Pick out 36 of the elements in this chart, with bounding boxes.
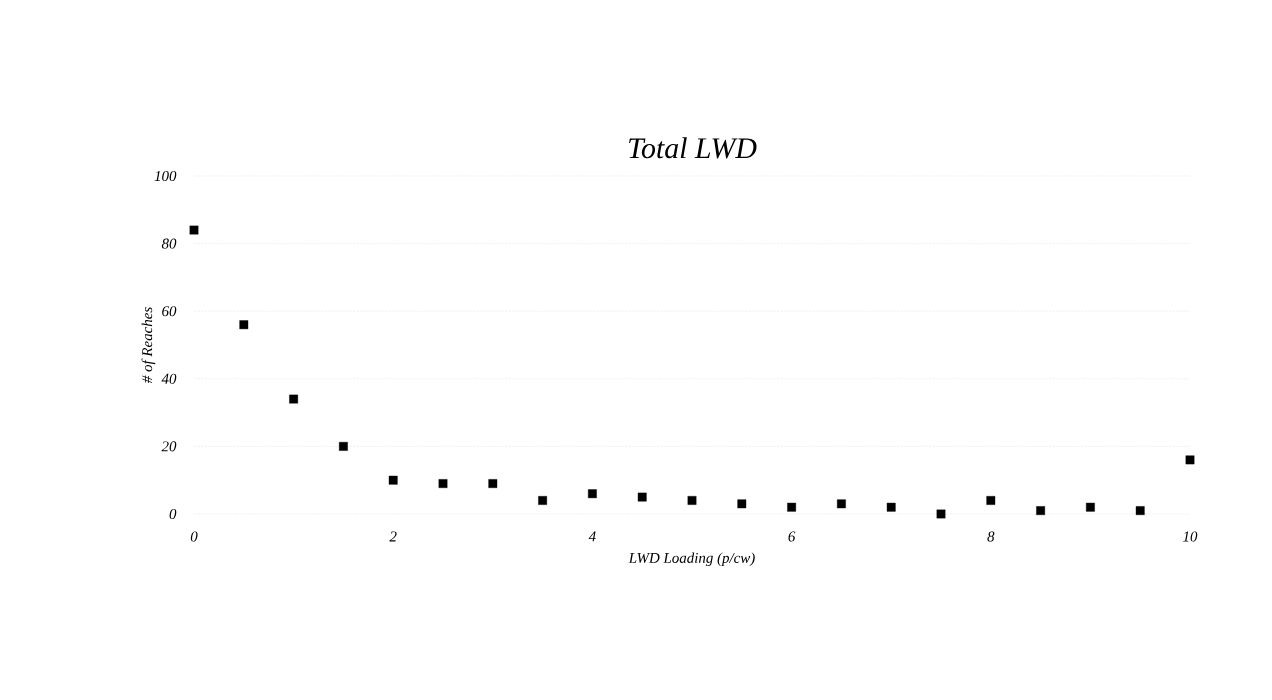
- y-tick-label: 80: [161, 238, 177, 249]
- point: [637, 492, 647, 502]
- x-tick-label: 0: [190, 531, 198, 542]
- y-tick-label: 60: [162, 306, 177, 317]
- point: [837, 499, 846, 509]
- y-tick-label: 40: [161, 373, 177, 384]
- y-tick-label: 20: [161, 441, 177, 452]
- x-axis-title: LWD Loading (p/cw): [628, 552, 755, 566]
- x-tick-label: 8: [987, 531, 995, 542]
- y-tick-label: 100: [154, 170, 177, 182]
- point: [1185, 455, 1195, 465]
- chart-title: Total LWD: [629, 137, 757, 159]
- point: [189, 225, 199, 235]
- x-tick-label: 6: [788, 531, 796, 542]
- point: [538, 496, 547, 505]
- point: [986, 496, 996, 505]
- x-tick-label: 10: [1183, 531, 1198, 542]
- x-tick-label: 4: [588, 531, 596, 542]
- point: [388, 475, 398, 485]
- point: [787, 502, 796, 512]
- point: [438, 479, 448, 488]
- y-tick-label: 0: [169, 508, 177, 520]
- x-tick-label: 2: [389, 531, 397, 542]
- point: [886, 502, 896, 512]
- point: [1135, 506, 1145, 515]
- point: [1086, 502, 1095, 512]
- point: [488, 479, 498, 488]
- point: [936, 509, 946, 519]
- point: [339, 442, 348, 451]
- point: [687, 496, 697, 505]
- point: [1036, 506, 1045, 515]
- point: [588, 489, 597, 499]
- y-axis-title: # of Reaches: [141, 307, 156, 384]
- point: [737, 499, 747, 509]
- point: [239, 320, 249, 330]
- point: [289, 394, 298, 404]
